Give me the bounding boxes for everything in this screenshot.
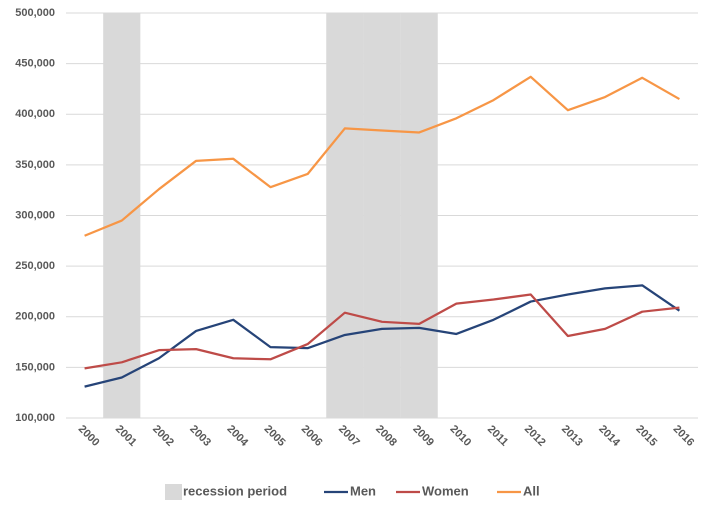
y-tick-label: 500,000 (15, 7, 55, 19)
y-tick-label: 150,000 (15, 361, 55, 373)
line-series (84, 75, 680, 237)
x-tick-label: 2009 (410, 423, 436, 449)
y-tick-label: 400,000 (15, 108, 55, 120)
recession-band (103, 13, 141, 418)
legend-swatch (165, 484, 182, 500)
x-tick-label: 2013 (559, 423, 585, 449)
y-tick-label: 350,000 (15, 159, 55, 171)
recession-band (363, 13, 401, 418)
line-series (84, 284, 681, 388)
y-tick-label: 300,000 (15, 209, 55, 221)
x-tick-label: 2014 (596, 423, 622, 449)
legend-label: Men (350, 483, 376, 498)
legend-label: recession period (183, 483, 287, 498)
legend-label: Women (422, 483, 469, 498)
x-tick-label: 2008 (373, 423, 399, 449)
line-series (84, 293, 680, 370)
x-tick-label: 2011 (485, 423, 510, 448)
x-tick-label: 2002 (150, 423, 176, 449)
x-tick-label: 2003 (187, 423, 213, 449)
y-tick-label: 450,000 (15, 58, 55, 70)
y-tick-label: 250,000 (15, 260, 55, 272)
y-tick-label: 100,000 (15, 412, 55, 424)
x-tick-label: 2010 (448, 423, 474, 449)
x-tick-label: 2005 (262, 423, 288, 449)
x-tick-label: 2012 (522, 423, 548, 449)
x-tick-label: 2016 (671, 423, 697, 449)
x-tick-label: 2006 (299, 423, 325, 449)
x-tick-label: 2015 (633, 423, 659, 449)
x-tick-label: 2004 (224, 423, 250, 449)
x-tick-label: 2001 (113, 423, 139, 449)
y-tick-label: 200,000 (15, 311, 55, 323)
x-tick-label: 2000 (76, 423, 102, 449)
recession-band (326, 13, 364, 418)
recession-band (400, 13, 438, 418)
x-tick-label: 2007 (336, 423, 362, 449)
legend-label: All (523, 483, 540, 498)
